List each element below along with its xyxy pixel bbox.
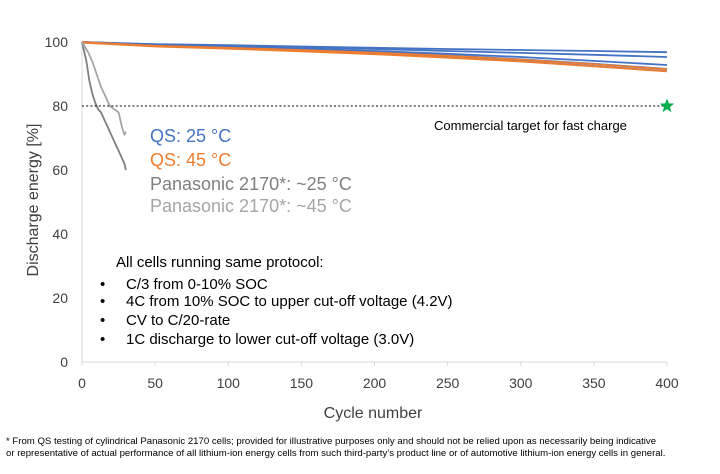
y-axis-title: Discharge energy [%]	[25, 124, 42, 277]
target-star-marker	[659, 98, 675, 113]
tick-labels: 0 20 40 60 80 100 0 50 100 150 200 250 300 350 400	[45, 34, 679, 391]
protocol-item: 1C discharge to lower cut-off voltage (3…	[126, 331, 414, 348]
y-tick-label: 20	[52, 290, 68, 306]
protocol-bullet: •	[100, 312, 105, 329]
protocol-bullet: •	[100, 293, 105, 310]
y-tick-label: 60	[52, 162, 68, 178]
x-tick-label: 0	[78, 375, 86, 391]
target-line	[82, 98, 675, 113]
legend-entry: Panasonic 2170*: ~25 °C	[150, 174, 352, 194]
x-tick-label: 50	[147, 375, 163, 391]
footnote: * From QS testing of cylindrical Panason…	[6, 436, 716, 460]
axes	[81, 42, 668, 366]
protocol-box: All cells running same protocol: • C/3 f…	[100, 254, 453, 348]
protocol-bullet: •	[100, 331, 105, 348]
legend: QS: 25 °C QS: 45 °C Panasonic 2170*: ~25 °…	[150, 126, 352, 216]
y-tick-label: 100	[45, 34, 69, 50]
protocol-item: CV to C/20-rate	[126, 312, 230, 329]
y-tick-label: 80	[52, 98, 68, 114]
x-tick-label: 100	[217, 375, 241, 391]
protocol-heading: All cells running same protocol:	[116, 254, 324, 271]
x-tick-label: 250	[436, 375, 460, 391]
footnote-line: * From QS testing of cylindrical Panason…	[6, 436, 657, 447]
protocol-item: C/3 from 0-10% SOC	[126, 276, 268, 293]
target-annotation: Commercial target for fast charge	[434, 118, 627, 133]
series-line	[81, 41, 127, 171]
chart: 0 20 40 60 80 100 0 50 100 150 200 250 300 350 400 Dis…	[25, 34, 679, 422]
series-lines	[81, 41, 668, 171]
legend-entry: QS: 45 °C	[150, 150, 231, 170]
legend-entry: Panasonic 2170*: ~45 °C	[150, 196, 352, 216]
x-tick-label: 200	[363, 375, 387, 391]
y-tick-label: 40	[52, 226, 68, 242]
protocol-bullet: •	[100, 276, 105, 293]
protocol-item: 4C from 10% SOC to upper cut-off voltage…	[126, 293, 453, 310]
footnote-line: or representative of actual performance …	[6, 448, 666, 459]
series-line	[81, 41, 668, 73]
x-tick-label: 400	[655, 375, 679, 391]
legend-entry: QS: 25 °C	[150, 126, 231, 146]
series-line	[81, 41, 127, 136]
y-tick-label: 0	[60, 354, 68, 370]
x-tick-label: 150	[290, 375, 314, 391]
x-axis-title: Cycle number	[324, 405, 423, 422]
x-tick-label: 350	[582, 375, 606, 391]
x-tick-label: 300	[509, 375, 533, 391]
